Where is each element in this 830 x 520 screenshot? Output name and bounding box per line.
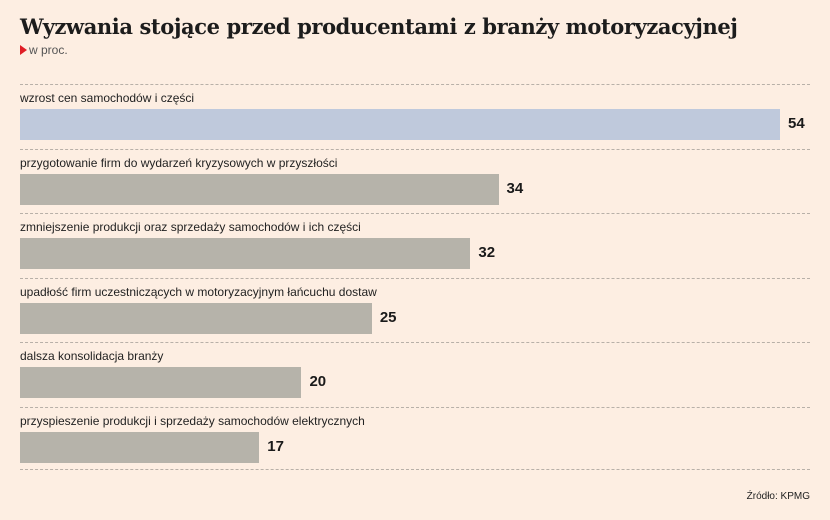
value-label: 20 [309,373,327,390]
category-label: przyspieszenie produkcji i sprzedaży sam… [20,413,365,428]
bar-row: przyspieszenie produkcji i sprzedaży sam… [20,406,810,472]
bar-chart: wzrost cen samochodów i części 54 przygoto… [20,84,810,474]
bar-row: przygotowanie firm do wydarzeń kryzysowy… [20,148,810,214]
unit-label: w proc. [29,43,68,57]
row-divider [20,406,810,408]
value-label: 34 [506,179,524,197]
value-label: 32 [478,244,496,261]
bar-row: wzrost cen samochodów i części 54 [20,84,810,149]
bar [20,302,372,334]
chart-title: Wyzwania stojące przed producentami z br… [20,14,738,39]
row-divider [20,277,810,279]
row-divider [20,213,810,214]
bar-row: dalsza konsolidacja branży 20 [20,342,810,407]
bar [20,109,780,140]
bar [20,173,499,205]
category-label: zmniejszenie produkcji oraz sprzedaży sa… [20,220,361,234]
value-label: 17 [267,437,284,455]
bar [20,238,471,269]
category-label: przygotowanie firm do wydarzeń kryzysowy… [20,155,338,170]
bar-row: zmniejszenie produkcji oraz sprzedaży sa… [20,213,810,278]
bar-row: upadłość firm uczestniczących w motoryza… [20,277,810,343]
row-divider [20,148,810,150]
bar [20,367,302,398]
value-label: 54 [788,115,805,132]
source-note: Źródło: KPMG [746,491,810,502]
value-label: 25 [379,308,397,326]
chart-subtitle: w proc. [20,43,68,57]
bottom-divider [20,469,810,470]
category-label: dalsza konsolidacja branży [20,349,164,363]
red-triangle-icon [20,45,27,55]
row-divider [20,84,810,85]
row-divider [20,342,810,343]
category-label: upadłość firm uczestniczących w motoryza… [20,284,377,299]
category-label: wzrost cen samochodów i części [20,91,195,105]
bar [20,431,260,463]
